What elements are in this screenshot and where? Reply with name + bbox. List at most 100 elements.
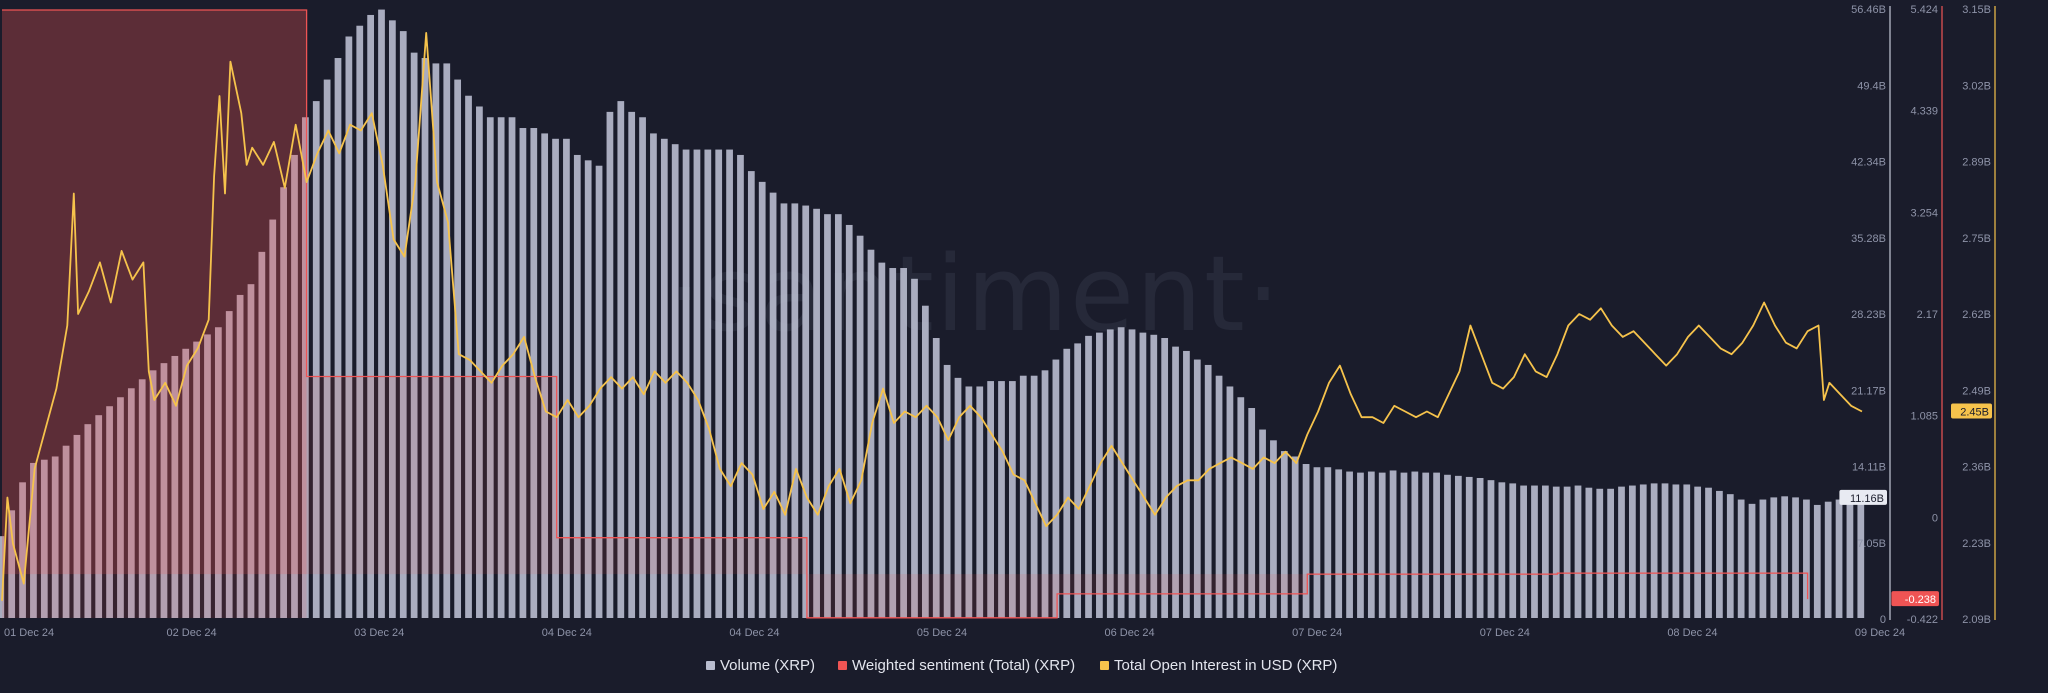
x-axis: 01 Dec 24 02 Dec 24 03 Dec 24 04 Dec 24 04 D…	[4, 627, 1905, 639]
volume-bar	[214, 327, 222, 618]
volume-bar	[998, 381, 1005, 618]
volume-bar	[726, 149, 733, 618]
sentiment-tick-label: 4.339	[1910, 106, 1938, 118]
x-tick-label: 04 Dec 24	[542, 627, 592, 639]
volume-tick-label: 35.28B	[1851, 233, 1886, 245]
volume-bar	[117, 397, 124, 618]
volume-bar	[1270, 440, 1277, 618]
volume-bar	[1291, 456, 1299, 618]
volume-bar	[987, 381, 994, 618]
volume-bar	[1313, 467, 1321, 618]
volume-bar	[1335, 469, 1343, 618]
volume-bar	[432, 63, 440, 619]
volume-tick-label: 0	[1880, 614, 1886, 626]
volume-bar	[1846, 498, 1854, 618]
volume-bar	[160, 363, 168, 618]
volume-bar	[1204, 364, 1212, 618]
volume-bar	[889, 268, 897, 618]
oi-tick-label: 2.36B	[1962, 462, 1991, 474]
volume-bars	[0, 9, 1865, 619]
sentiment-tick-label: 0	[1932, 512, 1938, 524]
volume-bar	[1857, 497, 1865, 618]
volume-bar	[399, 31, 407, 618]
volume-bar	[1618, 486, 1625, 618]
volume-bar	[84, 424, 92, 618]
volume-bar	[715, 149, 723, 618]
volume-tick-label: 42.34B	[1851, 157, 1886, 169]
volume-bar	[1563, 486, 1571, 618]
volume-bar	[878, 262, 886, 618]
volume-bar	[1128, 329, 1136, 618]
volume-bar	[552, 138, 559, 618]
x-tick-label: 07 Dec 24	[1480, 627, 1530, 639]
volume-bar	[345, 36, 353, 618]
volume-bar	[1683, 484, 1691, 618]
volume-bar	[769, 192, 777, 619]
oi-tick-label: 2.62B	[1962, 309, 1991, 321]
volume-bar	[51, 456, 59, 618]
volume-tick-label: 56.46B	[1851, 4, 1886, 16]
volume-bar	[389, 20, 396, 618]
x-tick-label: 06 Dec 24	[1105, 627, 1155, 639]
volume-bar	[1639, 484, 1647, 618]
volume-bar	[682, 149, 690, 618]
volume-bar	[410, 52, 418, 619]
volume-bar	[1824, 501, 1832, 618]
volume-bar	[1650, 483, 1658, 618]
volume-bar	[312, 101, 320, 618]
volume-bar	[1074, 343, 1082, 618]
volume-bar	[671, 144, 679, 618]
x-tick-label: 08 Dec 24	[1667, 627, 1717, 639]
oi-tick-label: 3.02B	[1962, 80, 1991, 92]
volume-bar	[834, 214, 842, 618]
volume-bar	[1183, 350, 1190, 618]
volume-tick-label: 14.11B	[1852, 462, 1886, 474]
volume-bar	[1041, 370, 1049, 618]
volume-bar	[465, 95, 472, 618]
volume-bar	[573, 154, 581, 618]
volume-bar	[1454, 475, 1462, 618]
sentiment-tick-label: 2.17	[1917, 309, 1938, 321]
volume-bar	[291, 154, 298, 618]
legend[interactable]: Volume (XRP) Weighted sentiment (Total) (…	[706, 657, 1337, 674]
volume-bar	[1552, 486, 1560, 618]
volume-bar	[954, 377, 962, 618]
volume-bar	[845, 224, 853, 618]
volume-bar	[1835, 499, 1843, 618]
volume-bar	[1541, 485, 1549, 618]
volume-bar	[1770, 497, 1778, 618]
legend-swatch	[706, 661, 715, 670]
volume-bar	[1803, 499, 1810, 618]
oi-current-badge	[1951, 403, 1992, 419]
volume-bar	[1367, 471, 1375, 618]
x-tick-label: 02 Dec 24	[167, 627, 217, 639]
volume-bar	[323, 79, 331, 618]
volume-bar	[1629, 485, 1636, 618]
volume-bar	[247, 284, 255, 618]
volume-bar	[943, 364, 951, 618]
oi-tick-label: 2.49B	[1962, 385, 1991, 397]
volume-bar	[193, 341, 200, 618]
volume-bar	[356, 25, 364, 618]
open-interest-series	[1, 32, 1863, 601]
volume-bar	[1716, 490, 1723, 618]
volume-bar	[976, 386, 984, 618]
volume-bar	[1465, 476, 1473, 618]
volume-bar	[40, 459, 48, 618]
volume-bar	[693, 149, 701, 618]
volume-bar	[1150, 334, 1158, 618]
volume-bar	[508, 117, 516, 619]
oi-tick-label: 2.23B	[1962, 538, 1991, 550]
x-tick-label: 05 Dec 24	[917, 627, 967, 639]
volume-bar	[258, 251, 266, 618]
volume-bar	[204, 334, 211, 618]
volume-bar	[1694, 486, 1702, 618]
volume-bar	[660, 138, 668, 618]
volume-bar	[541, 133, 549, 619]
volume-bar	[1520, 485, 1527, 618]
volume-bar	[1215, 375, 1223, 618]
volume-bar	[486, 117, 494, 619]
volume-bar	[1302, 464, 1310, 618]
x-tick-label: 01 Dec 24	[4, 627, 54, 639]
volume-bar	[1759, 499, 1767, 618]
